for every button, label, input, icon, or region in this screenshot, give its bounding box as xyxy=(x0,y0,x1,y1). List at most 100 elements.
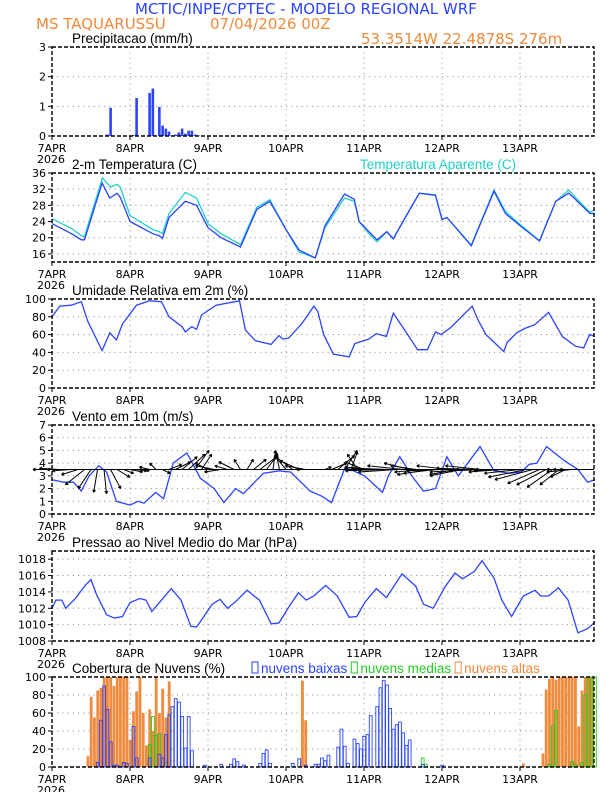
bar-nuvens-altas xyxy=(583,677,587,767)
y-tick-label: 20 xyxy=(32,743,46,756)
bar-precipitacao xyxy=(180,128,184,136)
location-label: MS TAQUARUSSU xyxy=(36,15,166,33)
y-tick-label: 40 xyxy=(32,725,46,738)
x-tick-label: 9APR xyxy=(194,520,223,533)
y-tick-label: 80 xyxy=(32,689,46,702)
wind-vector xyxy=(162,469,171,474)
bar-nuvens-baixas xyxy=(183,747,188,768)
bar-nuvens-baixas xyxy=(401,732,406,768)
y-tick-label: 0 xyxy=(39,508,46,521)
y-tick-label: 60 xyxy=(32,329,46,342)
wind-vector xyxy=(296,467,312,472)
bar-nuvens-altas xyxy=(138,677,142,767)
wind-vector xyxy=(488,469,527,479)
y-tick-label: 6 xyxy=(39,432,46,445)
x-tick-label: 10APR xyxy=(268,394,304,407)
bar-precipitacao xyxy=(184,133,187,136)
bar-nuvens-altas xyxy=(148,709,152,767)
legend-apparent-temperature: Temperatura Aparente (C) xyxy=(360,157,516,172)
plot-frame xyxy=(51,550,595,642)
bar-nuvens-altas xyxy=(301,680,304,767)
bar-nuvens-altas xyxy=(128,740,132,767)
wind-vector xyxy=(52,468,72,473)
wind-vector xyxy=(195,464,215,470)
x-tick-label: 8APR xyxy=(116,268,145,281)
plot-frame xyxy=(51,172,595,263)
run-label: 07/04/2026 00Z xyxy=(210,15,331,33)
bar-nuvens-baixas xyxy=(388,708,393,768)
bar-nuvens-altas xyxy=(132,711,135,767)
legend-swatch-nuvens-medias xyxy=(350,661,358,674)
bar-nuvens-altas xyxy=(122,677,126,767)
wind-vector xyxy=(214,464,228,470)
bar-nuvens-altas xyxy=(167,681,171,767)
bar-nuvens-altas xyxy=(93,717,96,767)
x-tick-label: 11APR xyxy=(346,142,382,155)
x-tick-label: 11APR xyxy=(346,520,382,533)
y-tick-label: 80 xyxy=(32,311,46,324)
bar-nuvens-baixas xyxy=(313,763,318,768)
bar-nuvens-baixas xyxy=(323,760,328,768)
bar-nuvens-altas xyxy=(544,689,548,767)
bar-nuvens-baixas xyxy=(375,706,380,768)
bar-nuvens-baixas xyxy=(342,745,347,768)
x-tick-label: 7APR xyxy=(38,142,67,155)
bar-nuvens-altas xyxy=(86,756,90,767)
wind-vector xyxy=(494,469,534,481)
bar-precipitacao xyxy=(132,135,135,136)
bar-nuvens-altas xyxy=(135,691,139,767)
bar-nuvens-altas xyxy=(115,677,119,767)
plot-frame xyxy=(51,46,595,137)
wind-vector xyxy=(92,469,98,493)
wind-vector xyxy=(346,453,358,470)
y-tick-label: 1 xyxy=(39,495,46,508)
bar-nuvens-altas xyxy=(548,678,551,767)
wind-vector xyxy=(559,467,592,472)
bar-nuvens-altas xyxy=(551,677,555,767)
bar-nuvens-baixas xyxy=(242,764,246,768)
wind-vector xyxy=(390,464,417,470)
x-tick-label: 11APR xyxy=(346,268,382,281)
y-tick-label: 20 xyxy=(32,232,46,245)
y-tick-label: 3 xyxy=(39,41,46,54)
panel-title: Umidade Relativa em 2m (%) xyxy=(72,283,248,298)
wind-vector xyxy=(246,458,254,470)
y-tick-label: 0 xyxy=(39,130,46,143)
bar-precipitacao xyxy=(177,132,181,136)
bar-nuvens-altas xyxy=(161,688,165,767)
bar-nuvens-baixas xyxy=(339,728,344,768)
y-tick-label: 1008 xyxy=(18,635,46,648)
bar-nuvens-altas xyxy=(102,677,106,767)
bar-precipitacao xyxy=(158,106,161,136)
x-year-label: 2026 xyxy=(37,279,65,292)
pres-panel: 1008 1010 1012 1014 1016 1018 7APR 8APR 9APR 10AP… xyxy=(18,535,596,671)
y-tick-label: 40 xyxy=(32,346,46,359)
bar-nuvens-altas xyxy=(522,763,525,767)
wind-vector xyxy=(324,466,332,470)
y-tick-label: 5 xyxy=(39,444,46,457)
wind-vector xyxy=(103,469,109,494)
bar-precipitacao xyxy=(135,98,138,136)
bar-nuvens-baixas xyxy=(180,716,185,768)
wind-vector xyxy=(149,462,157,470)
y-tick-label: 100 xyxy=(25,671,46,684)
bar-nuvens-altas xyxy=(99,687,103,767)
bar-nuvens-altas xyxy=(154,677,158,767)
y-tick-label: 1 xyxy=(39,100,46,113)
y-tick-label: 1010 xyxy=(18,619,46,632)
x-tick-label: 13APR xyxy=(502,647,538,660)
x-tick-label: 7APR xyxy=(38,520,67,533)
bar-nuvens-baixas xyxy=(394,724,399,768)
y-tick-label: 20 xyxy=(32,364,46,377)
x-tick-label: 9APR xyxy=(194,647,223,660)
series-line-2-m-temperatura-c- xyxy=(51,181,595,259)
bar-nuvens-baixas xyxy=(359,748,363,768)
bar-nuvens-altas xyxy=(112,686,116,767)
bar-nuvens-baixas xyxy=(177,701,181,768)
wind-vector xyxy=(168,463,183,470)
rh-panel: 0 20 40 60 80 100 7APR 8APR 9APR 10APR 11APR 12APR 1… xyxy=(25,283,596,418)
bar-nuvens-altas xyxy=(106,677,109,767)
wind-vector xyxy=(123,469,135,475)
x-tick-label: 12APR xyxy=(424,268,460,281)
